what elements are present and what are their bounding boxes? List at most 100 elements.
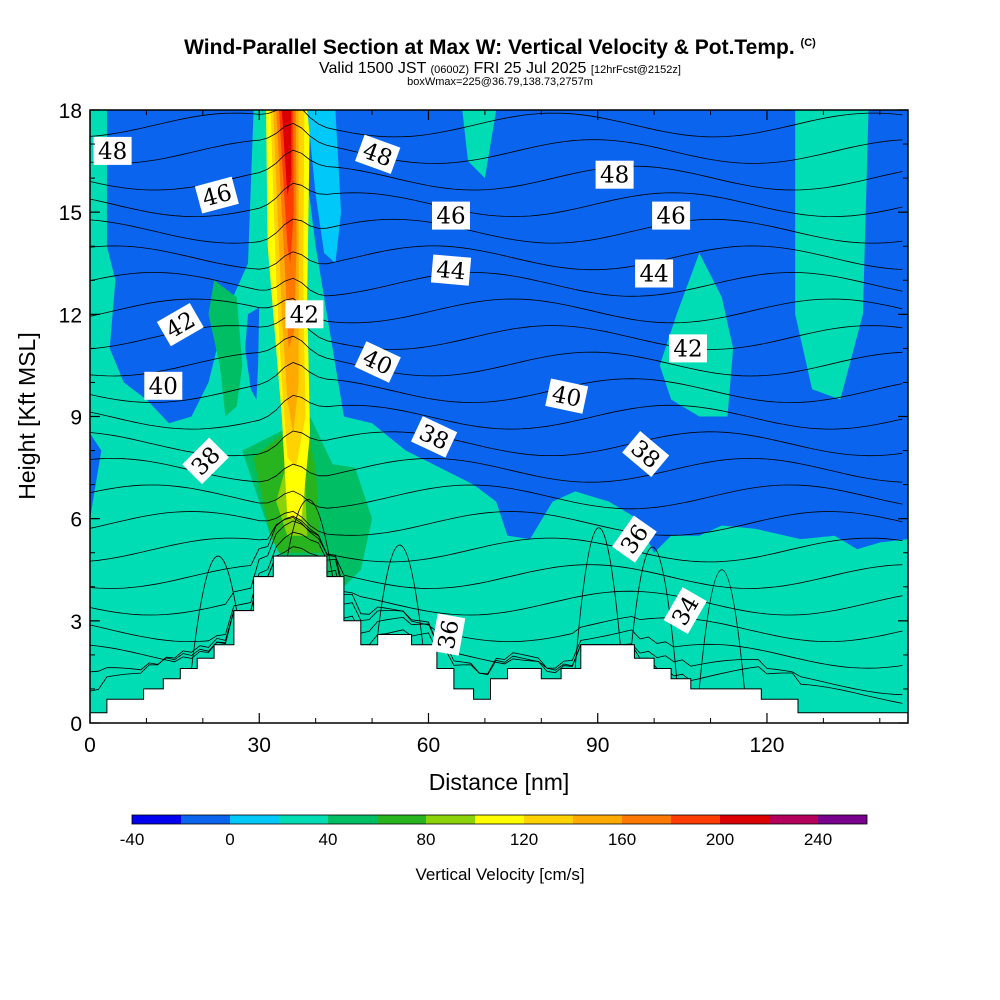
colorbar-tick-label: 160 <box>608 830 636 849</box>
chart-title-text: Wind-Parallel Section at Max W: Vertical… <box>184 36 795 59</box>
contour-label: 46 <box>432 201 470 230</box>
contour-label-bg <box>432 201 470 230</box>
contour-label-bg <box>182 437 229 485</box>
contour-label-bg <box>635 259 674 288</box>
y-tick-label: 12 <box>59 304 82 327</box>
x-axis-label: Distance [nm] <box>429 769 570 795</box>
isentrope-line <box>90 510 903 536</box>
x-tick-label: 60 <box>417 734 440 757</box>
contour-label-text: 42 <box>673 336 702 362</box>
colorbar-tick-label: 240 <box>804 830 832 849</box>
forecast-info: [12hrFcst@2152z] <box>590 64 681 76</box>
valid-utc: (0600Z) <box>430 64 470 76</box>
colorbar-tick-label: 80 <box>417 830 436 849</box>
contour-label-text: 42 <box>290 302 319 328</box>
isentrope-line <box>90 315 903 350</box>
colorbar-tick-label: 40 <box>319 830 338 849</box>
isentrope-line <box>90 517 903 563</box>
y-tick-label: 18 <box>59 100 82 123</box>
isentrope-line <box>287 499 333 577</box>
isentrope-line <box>90 271 903 297</box>
colorbar-swatch <box>524 815 573 824</box>
contour-label-bg <box>93 136 132 165</box>
colorbar-tick-label: 0 <box>225 830 234 849</box>
velocity-region <box>208 280 243 417</box>
isentrope-line <box>90 110 903 138</box>
contour-label-bg <box>430 254 472 286</box>
colorbar-label: Vertical Velocity [cm/s] <box>415 865 584 884</box>
isentrope-line <box>90 245 903 271</box>
contour-label: 48 <box>595 160 634 189</box>
isentrope-line <box>90 218 903 244</box>
contour-label-bg <box>663 587 707 635</box>
colorbar: -40 0 40 80 120 160 200 240 <box>120 814 868 849</box>
chart-title: Wind-Parallel Section at Max W: Vertical… <box>0 36 1000 60</box>
isentrope-line <box>90 122 903 164</box>
contour-label-bg <box>285 300 324 329</box>
contour-label-bg <box>355 134 401 174</box>
y-tick-label: 9 <box>70 407 82 430</box>
contour-label-bg <box>652 201 691 230</box>
contour-label-bg <box>622 431 670 477</box>
velocity-region <box>307 110 341 264</box>
colorbar-swatch <box>328 815 377 824</box>
isentrope-line <box>90 484 903 510</box>
x-tick-label: 90 <box>586 734 609 757</box>
colorbar-swatch <box>818 815 867 824</box>
contour-label: 48 <box>93 136 132 165</box>
colorbar-swatch <box>622 815 671 824</box>
valid-time: Valid 1500 JST <box>319 60 427 77</box>
copyright-mark: (C) <box>800 37 816 49</box>
colorbar-swatch <box>720 815 769 824</box>
velocity-region <box>462 110 497 179</box>
colorbar-border <box>131 814 868 825</box>
contour-label: 44 <box>635 259 674 288</box>
isentrope-line <box>90 362 903 403</box>
y-axis-label: Height [Kft MSL] <box>14 332 40 499</box>
vertical-velocity-field <box>90 110 908 723</box>
velocity-region <box>245 307 260 400</box>
isentrope-line <box>90 555 903 704</box>
chart-subtitle: Valid 1500 JST (0600Z) FRI 25 Jul 2025 [… <box>0 60 1000 78</box>
x-tick-label: 0 <box>84 734 96 757</box>
contour-label-text: 44 <box>639 262 668 288</box>
contour-label-bg <box>410 416 458 458</box>
contour-label-bg <box>612 515 657 563</box>
contour-label-bg <box>194 176 239 214</box>
contour-label: 42 <box>285 300 324 329</box>
y-tick-label: 6 <box>70 509 82 532</box>
contour-label-bg <box>595 160 634 189</box>
isentrope-line <box>90 394 903 430</box>
colorbar-swatch <box>426 815 475 824</box>
contour-label-bg <box>545 378 589 414</box>
contour-label-text: 46 <box>436 204 465 230</box>
box-info: boxWmax=225@36.79,138.73,2757m <box>407 76 593 88</box>
isentrope-line <box>574 527 621 669</box>
contour-label: 40 <box>144 371 183 400</box>
colorbar-tick-label: -40 <box>120 830 145 849</box>
contour-label-text: 36 <box>434 618 465 651</box>
isentrope-line <box>377 544 424 645</box>
contour-label-bg <box>354 341 401 383</box>
contour-label: 46 <box>194 176 239 214</box>
x-axis: 0 30 60 90 120 <box>84 110 881 757</box>
x-tick-label: 120 <box>749 734 784 757</box>
contour-label-text: 44 <box>435 257 466 285</box>
velocity-region <box>281 110 292 196</box>
isentrope-line <box>90 335 903 377</box>
isentrope-line <box>90 555 903 696</box>
contour-label-text: 46 <box>656 204 685 230</box>
colorbar-swatch <box>377 815 426 824</box>
contour-label-text: 48 <box>600 163 629 189</box>
colorbar-swatch <box>181 815 230 824</box>
isentrope-line <box>191 555 238 669</box>
isentrope-line <box>90 531 903 643</box>
contour-label: 40 <box>545 378 589 414</box>
contour-label-bg <box>669 334 707 363</box>
isentrope-line <box>90 520 903 616</box>
isentrope-line <box>90 298 903 324</box>
isentrope-line <box>90 182 903 218</box>
contour-label-text: 48 <box>98 139 127 165</box>
y-tick-label: 15 <box>59 202 82 225</box>
